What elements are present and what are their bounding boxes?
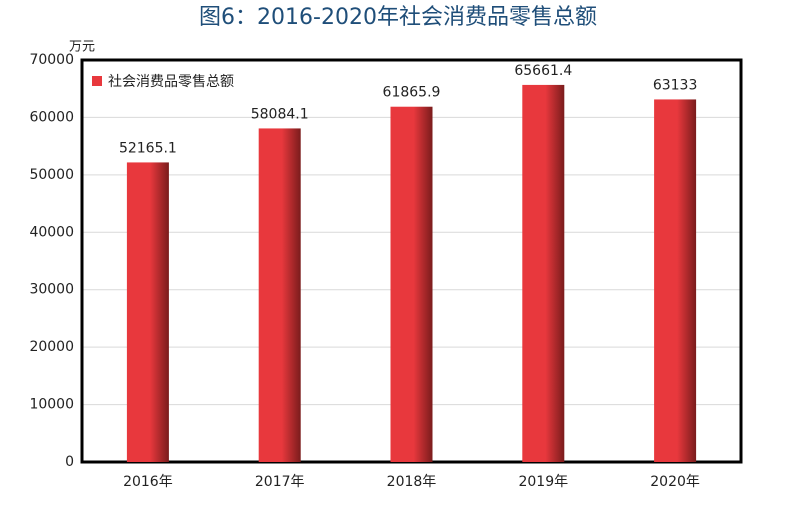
legend-label: 社会消费品零售总额 xyxy=(108,74,234,90)
x-tick-label: 2019年 xyxy=(518,474,568,490)
bar xyxy=(126,162,169,462)
y-tick-label: 30000 xyxy=(29,282,74,298)
value-label: 52165.1 xyxy=(119,140,177,156)
y-tick-label: 10000 xyxy=(29,397,74,413)
y-tick-label: 50000 xyxy=(29,167,74,183)
value-label: 63133 xyxy=(653,77,698,93)
value-label: 61865.9 xyxy=(383,85,441,101)
bar xyxy=(390,106,433,462)
x-tick-label: 2017年 xyxy=(255,474,305,490)
value-label: 58084.1 xyxy=(251,106,309,122)
value-label: 65661.4 xyxy=(514,63,572,79)
y-tick-label: 70000 xyxy=(29,52,74,68)
y-tick-label: 40000 xyxy=(29,224,74,240)
chart-title: 图6：2016-2020年社会消费品零售总额 xyxy=(199,5,597,30)
x-tick-label: 2020年 xyxy=(650,474,700,490)
y-axis-label: 万元 xyxy=(69,40,95,55)
bar xyxy=(258,128,301,462)
y-tick-label: 60000 xyxy=(29,109,74,125)
bar xyxy=(654,99,697,462)
y-tick-label: 20000 xyxy=(29,339,74,355)
bar xyxy=(522,84,565,463)
legend-swatch xyxy=(92,76,102,86)
x-tick-label: 2016年 xyxy=(123,474,173,490)
x-tick-label: 2018年 xyxy=(387,474,437,490)
y-tick-label: 0 xyxy=(65,454,74,470)
